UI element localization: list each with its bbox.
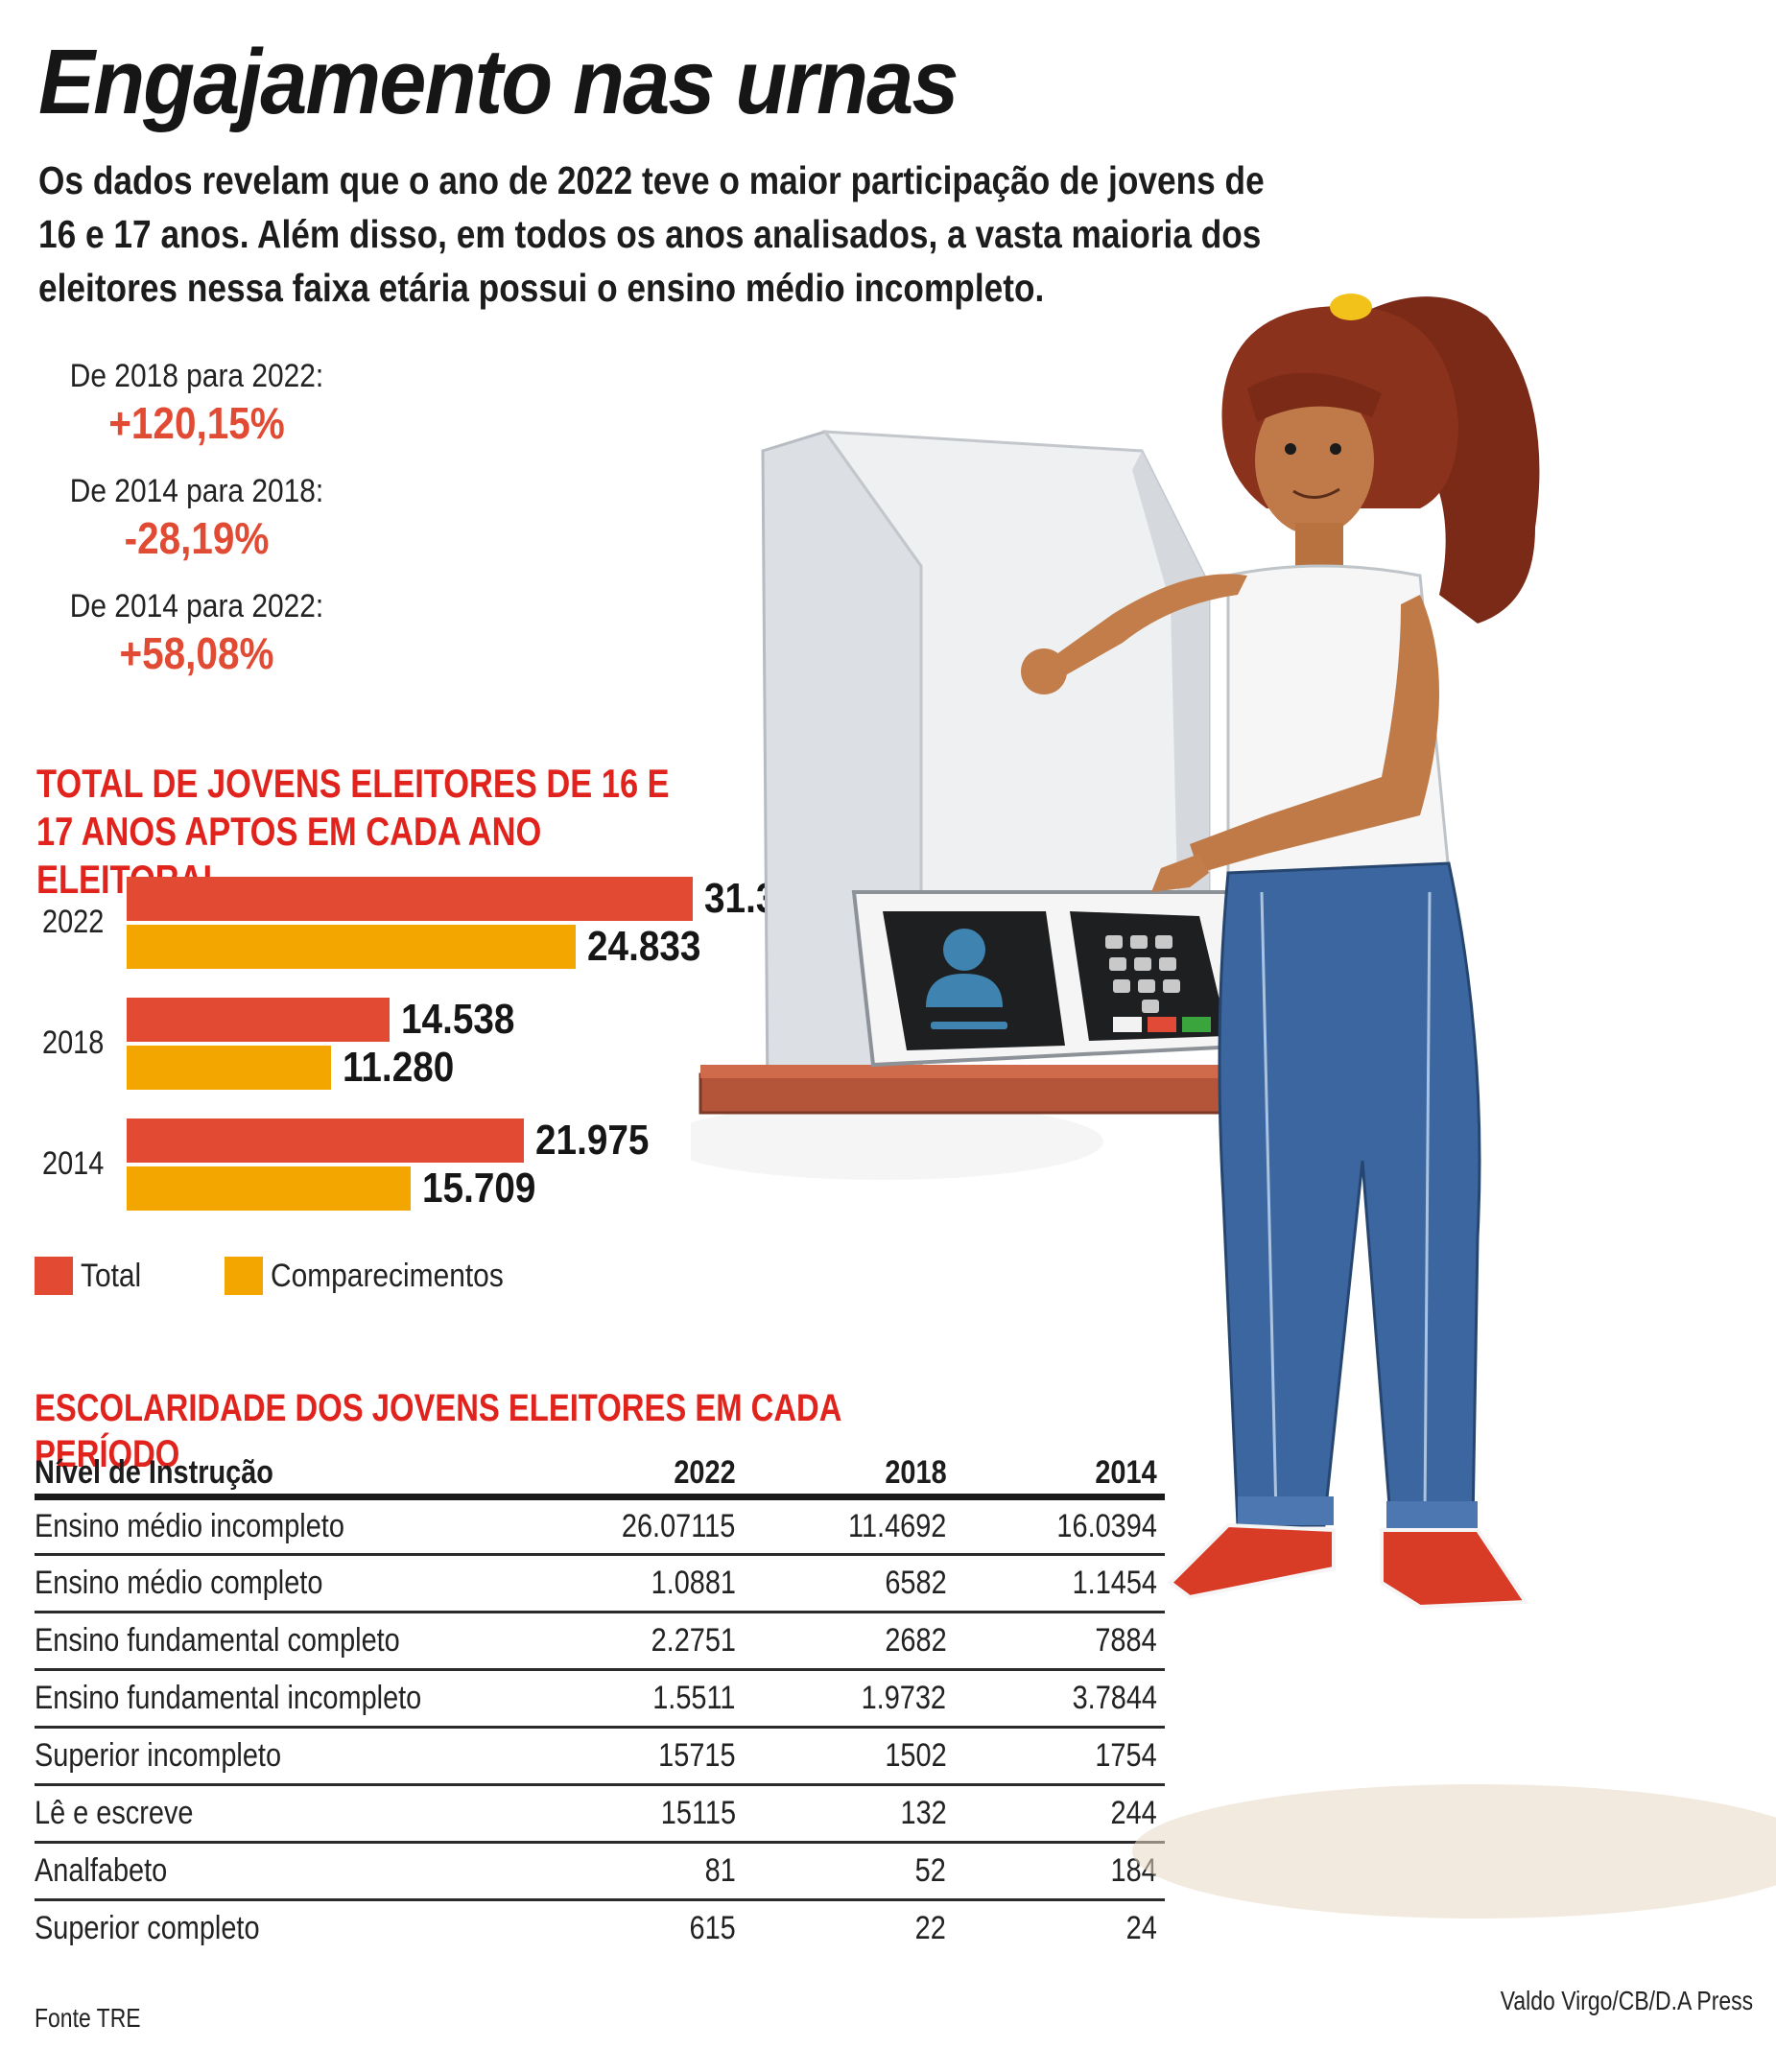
legend-item-total: Total	[35, 1257, 150, 1295]
variation-stats: De 2018 para 2022: +120,15% De 2014 para…	[38, 355, 355, 700]
table-row: Ensino fundamental completo 2.2751 2682 …	[35, 1612, 1165, 1671]
stat-value: +58,08%	[119, 628, 274, 678]
stat-label: De 2014 para 2018:	[69, 473, 324, 509]
bar-comparecimentos	[127, 925, 576, 969]
column-header: 2014	[954, 1452, 1165, 1500]
stat-label: De 2018 para 2022:	[69, 358, 324, 394]
floor-icon	[691, 1103, 1776, 1919]
stat-2014-2018: De 2014 para 2018: -28,19%	[38, 470, 355, 564]
year-label: 2018	[42, 1024, 105, 1061]
legend-swatch-total	[35, 1257, 73, 1295]
year-label: 2014	[42, 1144, 105, 1182]
bar-value: 11.280	[343, 1044, 455, 1091]
bar-value: 15.709	[422, 1165, 536, 1212]
bar-row-comparecimentos: 24.833	[127, 923, 717, 970]
column-header: Nível de Instrução	[35, 1452, 533, 1500]
bar-row-total: 21.975	[127, 1117, 665, 1164]
legend-label: Comparecimentos	[270, 1257, 504, 1294]
stat-2014-2022: De 2014 para 2022: +58,08%	[38, 585, 355, 679]
voter-figure-icon	[1021, 294, 1540, 1610]
stat-value: -28,19%	[124, 513, 270, 563]
table-row: Ensino fundamental incompleto 1.5511 1.9…	[35, 1669, 1165, 1729]
bar-value: 24.833	[587, 923, 701, 970]
table-row: Lê e escreve 15115 132 244	[35, 1784, 1165, 1844]
bar-group-2022: 2022 31.307 24.833	[38, 873, 817, 994]
bar-chart: 2022 31.307 24.833 2018 14.538 11.280 20…	[38, 873, 817, 1236]
table-row: Ensino médio completo 1.0881 6582 1.1454	[35, 1554, 1165, 1613]
intro-text: Os dados revelam que o ano de 2022 teve …	[38, 158, 1265, 310]
education-table: Nível de Instrução 2022 2018 2014 Ensino…	[35, 1452, 1165, 1957]
bar-row-comparecimentos: 15.709	[127, 1165, 552, 1212]
table-header-row: Nível de Instrução 2022 2018 2014	[35, 1452, 1165, 1500]
chart-legend: Total Comparecimentos	[35, 1257, 610, 1295]
stat-2018-2022: De 2018 para 2022: +120,15%	[38, 355, 355, 449]
bar-value: 14.538	[401, 996, 515, 1043]
table-row: Superior incompleto 15715 1502 1754	[35, 1727, 1165, 1786]
bar-comparecimentos	[127, 1166, 411, 1211]
year-label: 2022	[42, 903, 105, 940]
bar-group-2018: 2018 14.538 11.280	[38, 994, 729, 1115]
illustration-credit: Valdo Virgo/CB/D.A Press	[1500, 1986, 1753, 2015]
bar-total	[127, 1118, 524, 1163]
legend-label: Total	[81, 1257, 142, 1294]
bar-comparecimentos	[127, 1046, 331, 1090]
page-title: Engajamento nas urnas	[38, 31, 959, 133]
table-row: Analfabeto 81 52 184	[35, 1842, 1165, 1901]
bar-total	[127, 998, 390, 1042]
voter-illustration	[691, 294, 1776, 1919]
stat-value: +120,15%	[108, 398, 285, 448]
table-row: Ensino médio incompleto 26.07115 11.4692…	[35, 1496, 1165, 1556]
stat-label: De 2014 para 2022:	[69, 588, 324, 624]
bar-row-total: 14.538	[127, 996, 531, 1043]
table-row: Superior completo 615 22 24	[35, 1910, 1157, 1947]
column-header: 2018	[743, 1452, 955, 1500]
voting-machine-icon	[851, 890, 1260, 1068]
legend-swatch-comparecimentos	[224, 1257, 263, 1295]
bar-row-comparecimentos: 11.280	[127, 1044, 469, 1091]
bar-value: 21.975	[535, 1117, 650, 1164]
source-note: Fonte TRE	[35, 2003, 141, 2033]
column-header: 2022	[532, 1452, 744, 1500]
legend-item-comparecimentos: Comparecimentos	[224, 1257, 535, 1295]
bar-total	[127, 877, 693, 921]
bar-group-2014: 2014 21.975 15.709	[38, 1115, 729, 1236]
